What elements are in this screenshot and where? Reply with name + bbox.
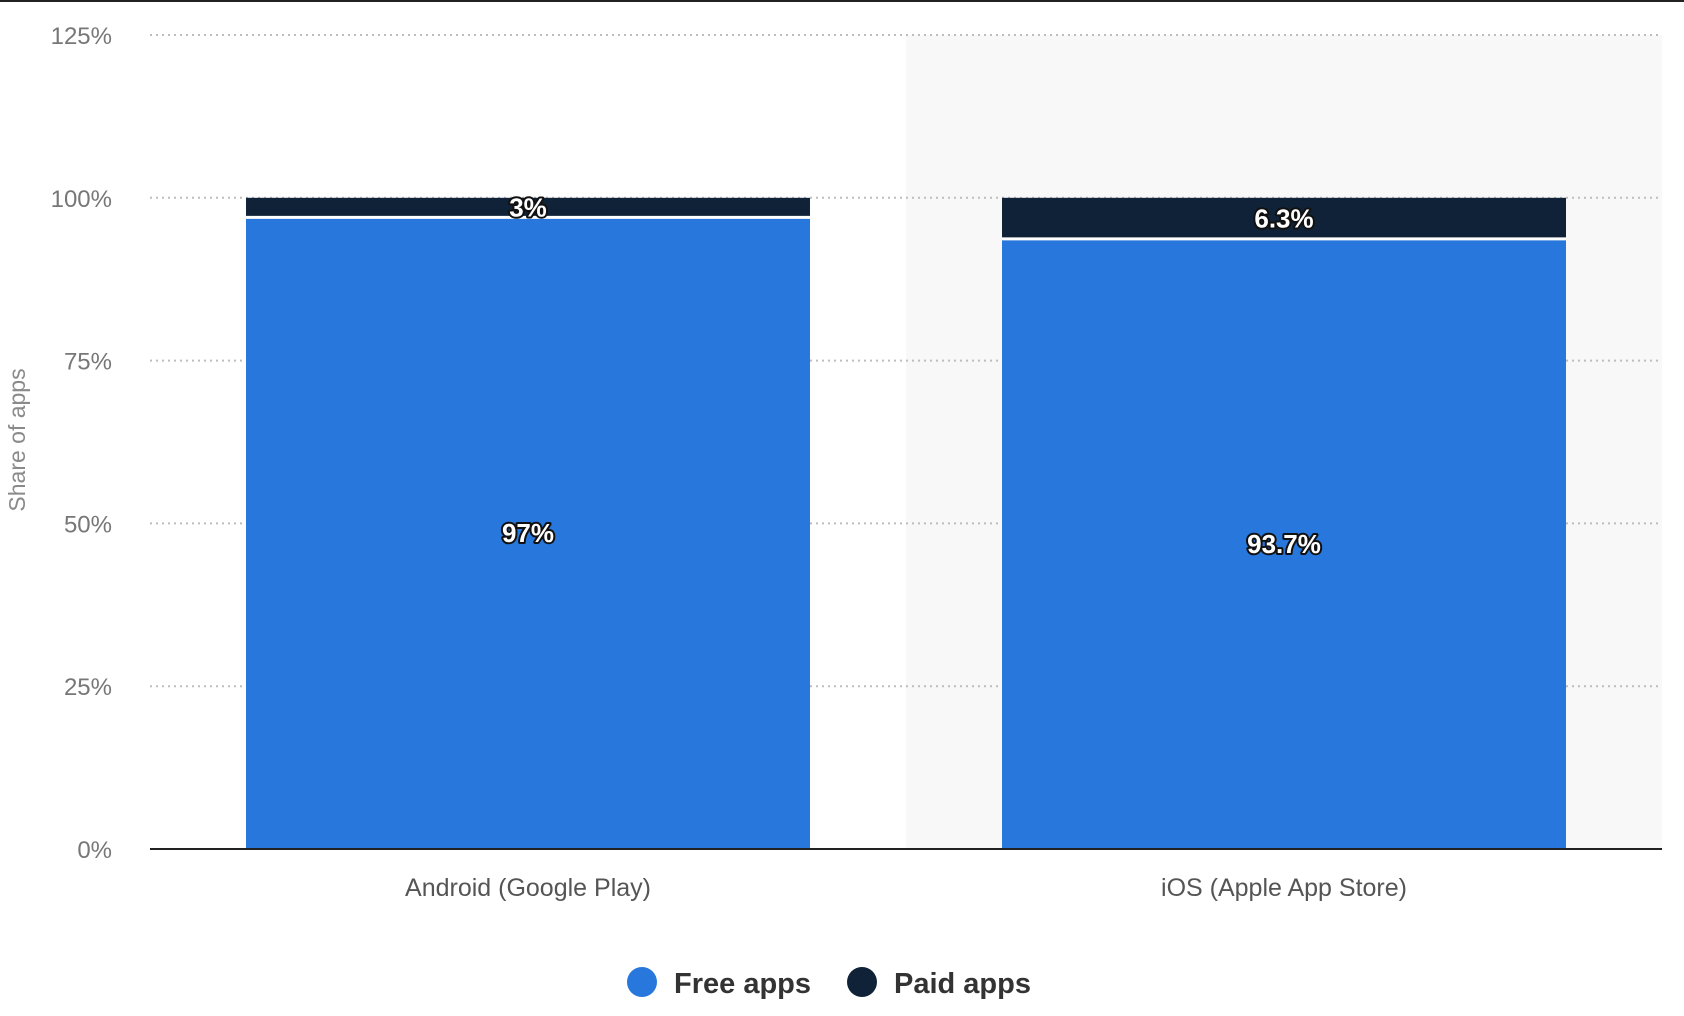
legend: Free apps Paid apps bbox=[627, 967, 1031, 1000]
legend-item[interactable]: Paid apps bbox=[847, 967, 1031, 1000]
legend-marker bbox=[847, 967, 877, 997]
legend-marker bbox=[627, 967, 657, 997]
bar-segment[interactable] bbox=[246, 197, 810, 218]
y-tick-label: 25% bbox=[64, 674, 112, 701]
y-tick-label: 100% bbox=[51, 186, 112, 213]
data-label: 6.3% bbox=[1254, 203, 1313, 233]
bar-segment[interactable] bbox=[1002, 238, 1566, 849]
x-tick-label: iOS (Apple App Store) bbox=[1161, 874, 1407, 902]
bars: 97% 3% 93.7% 6.3% bbox=[246, 191, 1566, 849]
y-tick-label: 75% bbox=[64, 349, 112, 376]
bar-segment[interactable] bbox=[246, 217, 810, 849]
y-axis-ticks: 0% 25% 50% 75% 100% 125% bbox=[51, 23, 112, 864]
x-tick-label: Android (Google Play) bbox=[405, 874, 651, 902]
bar-segment[interactable] bbox=[1002, 197, 1566, 239]
y-axis-label: Share of apps bbox=[4, 368, 30, 511]
legend-label: Paid apps bbox=[894, 968, 1031, 1000]
x-axis-categories: Android (Google Play) iOS (Apple App Stor… bbox=[405, 874, 1407, 902]
y-tick-label: 50% bbox=[64, 511, 112, 538]
y-tick-label: 0% bbox=[77, 837, 112, 864]
y-tick-label: 125% bbox=[51, 23, 112, 50]
data-label: 3% bbox=[509, 193, 547, 223]
data-label: 97% bbox=[502, 518, 554, 548]
top-border bbox=[0, 0, 1684, 2]
legend-label: Free apps bbox=[674, 968, 811, 1000]
legend-item[interactable]: Free apps bbox=[627, 967, 811, 1000]
data-label: 93.7% bbox=[1247, 529, 1321, 559]
